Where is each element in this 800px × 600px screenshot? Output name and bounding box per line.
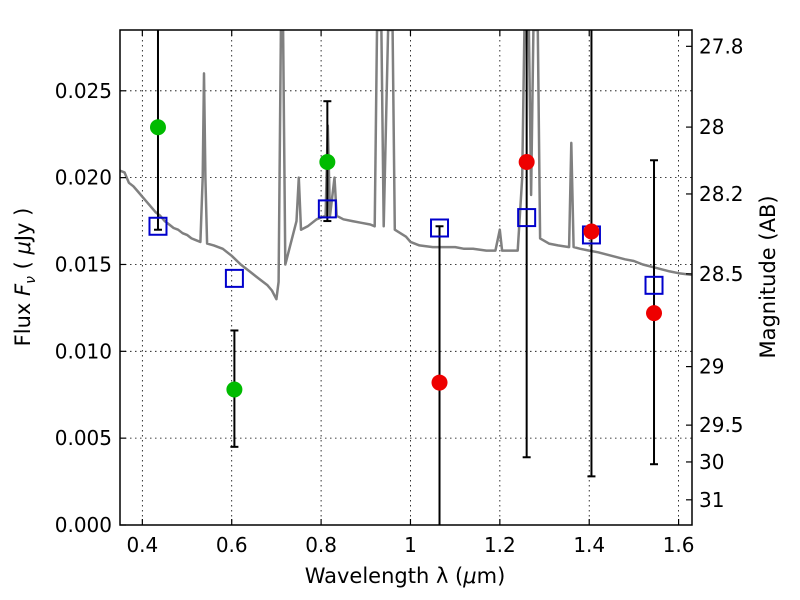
- y-axis-label: Flux Fν ( μJy ): [11, 208, 39, 347]
- x-tick-label: 0.4: [126, 533, 158, 557]
- x-tick-label: 0.8: [305, 533, 337, 557]
- model-box: [517, 208, 537, 228]
- model-box: [644, 275, 664, 295]
- right-tick-label: 28.2: [699, 182, 744, 206]
- right-tick-label: 30: [699, 450, 724, 474]
- grid: [120, 30, 692, 526]
- model-boxes: [148, 199, 664, 295]
- y-tick-label: 0.000: [55, 513, 112, 537]
- x-axis-ticks: 0.4 0.6 0.8 1 1.2 1.4 1.6: [126, 30, 695, 557]
- right-tick-label: 28.5: [699, 262, 744, 286]
- model-box: [224, 268, 244, 288]
- right-axis-ticks: 27.8 28 28.2 28.5 29 29.5 30 31: [686, 34, 744, 512]
- red-point: [583, 223, 600, 240]
- error-bars: [153, 30, 659, 525]
- y-tick-label: 0.015: [55, 252, 112, 276]
- y-tick-label: 0.005: [55, 426, 112, 450]
- spectrum-line: [120, 30, 692, 301]
- right-axis-label: Magnitude (AB): [756, 195, 780, 358]
- x-tick-label: 1.6: [663, 533, 695, 557]
- green-point: [319, 154, 336, 170]
- x-tick-label: 1.4: [573, 533, 605, 557]
- data-points: [149, 119, 663, 398]
- right-tick-label: 28: [699, 115, 724, 139]
- x-tick-label: 0.6: [216, 533, 248, 557]
- red-point: [518, 154, 535, 170]
- green-point: [149, 119, 166, 136]
- right-tick-label: 29: [699, 355, 724, 379]
- plot-frame: [119, 29, 693, 526]
- y-axis-ticks: 0.000 0.005 0.010 0.015 0.020 0.025: [55, 79, 126, 537]
- model-box: [430, 218, 450, 238]
- y-tick-label: 0.010: [55, 339, 112, 363]
- model-box: [317, 199, 337, 219]
- green-point: [226, 381, 243, 398]
- y-tick-label: 0.020: [55, 166, 112, 190]
- x-axis-label: Wavelength λ (μm): [305, 564, 506, 588]
- right-tick-label: 29.5: [699, 413, 744, 437]
- x-tick-label: 1.2: [484, 533, 516, 557]
- red-point: [646, 305, 663, 322]
- right-tick-label: 27.8: [699, 34, 744, 58]
- x-tick-label: 1: [404, 533, 417, 557]
- right-tick-label: 31: [699, 488, 724, 512]
- model-box: [148, 216, 168, 236]
- y-tick-label: 0.025: [55, 79, 112, 103]
- red-point: [431, 374, 448, 391]
